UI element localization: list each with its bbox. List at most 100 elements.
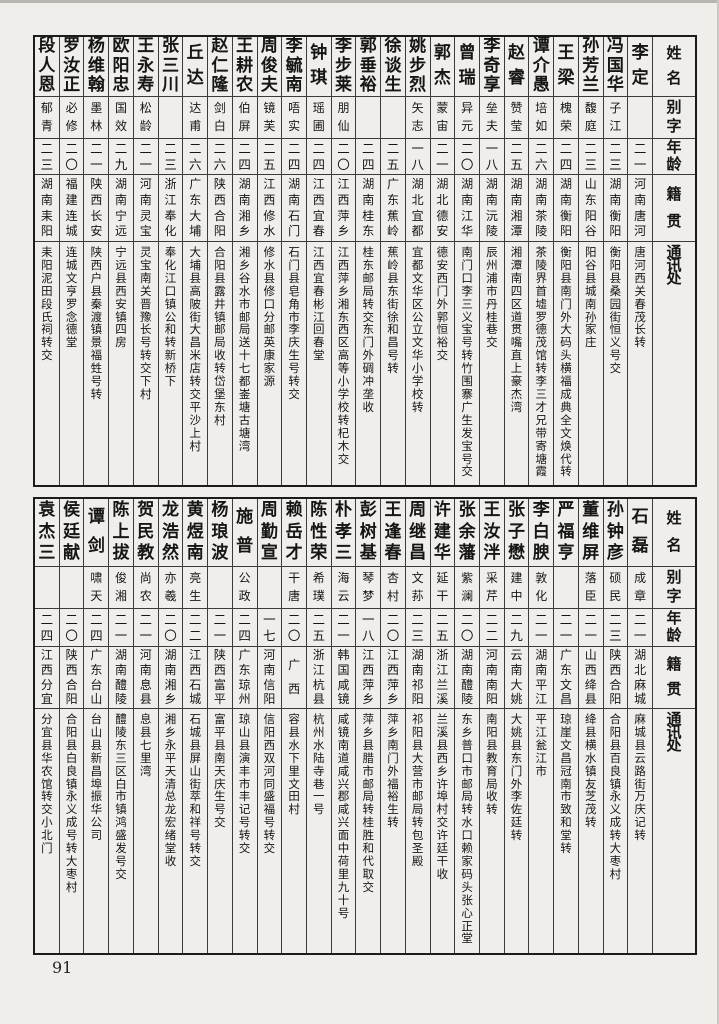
entry-address: 南阳县教育局收转 [486, 712, 498, 817]
entry-column: 黄煜南 亮生 二二 江西石城 石城县屏山街萃和祥号转交 [183, 499, 209, 953]
entry-name: 王耕农 [232, 37, 257, 97]
entry-address: 信阳西双河同盛福号转交 [263, 712, 276, 856]
entry-address: 兰溪县西乡许埠村交许廷干收 [436, 712, 449, 881]
entry-column: 张三川 二三 浙江奉化 奉化江口镇公和转新桥下 [158, 37, 184, 485]
entry-native-place: 江西宜春 [306, 175, 331, 242]
entry-courtesy-name: 建中 [504, 567, 529, 609]
entry-column: 欧阳忠 国效 二九 湖南宁远 宁远县西安镇四房 [109, 37, 134, 485]
entry-native-place: 湖南桂东 [356, 175, 381, 242]
entry-native-place: 湖南湘乡 [232, 175, 257, 242]
entry-native-place: 浙江奉化 [158, 175, 183, 242]
entry-age: 二〇 [59, 609, 84, 647]
entry-courtesy-name: 墨林 [84, 97, 109, 139]
entry-native-place: 广东琼州 [232, 647, 257, 709]
entry-native-place: 河南南阳 [479, 647, 504, 709]
entry-address: 湘乡永平天清总龙宏绪堂收 [164, 712, 177, 868]
entry-name: 徐谈生 [381, 37, 405, 97]
entry-courtesy-name: 镜芙 [257, 97, 282, 139]
entry-courtesy-name: 瑶圃 [306, 97, 331, 139]
entry-name: 段人恩 [35, 37, 59, 97]
entry-age: 二二 [183, 609, 208, 647]
entry-courtesy-name: 亮生 [183, 567, 208, 609]
entry-address: 分宜县华农馆转交小北门 [41, 712, 53, 856]
entry-native-place: 浙江杭县 [306, 647, 331, 709]
entry-age: 二一 [133, 139, 158, 175]
entry-courtesy-name: 达甫 [183, 97, 208, 139]
directory-table-top: 姓名 别字 年龄 籍贯 通讯处 李定 二一 河南唐河 唐河西关春茂长转 冯国华 … [33, 35, 697, 487]
entry-name: 郭垂裕 [356, 37, 381, 97]
entry-age: 二一 [331, 609, 356, 647]
entry-address: 唐河西关春茂长转 [634, 245, 646, 350]
entry-native-place: 陕西长安 [84, 175, 109, 242]
entry-native-place: 湖北宜都 [405, 175, 430, 242]
entry-name: 谭剑 [84, 499, 109, 567]
entry-column: 郭垂裕 二四 湖南桂东 桂东邮局转交东门外碉冲垄收 [356, 37, 382, 485]
entry-address: 麻城县云路街万庆记转 [634, 712, 646, 843]
entry-address: 湘乡谷水市邮局送十七都崟塘古塘湾 [238, 245, 251, 453]
entry-courtesy-name: 国效 [109, 97, 133, 139]
entry-courtesy-name: 异元 [455, 97, 479, 139]
entry-native-place: 江西萍乡 [356, 647, 381, 709]
entry-age: 二九 [504, 609, 529, 647]
entry-address: 绛县横水镇友芝茂转 [584, 712, 597, 830]
entry-column: 赖岳才 干唐 二〇 广西 容县水下里文田村 [282, 499, 307, 953]
entry-age: 一八 [356, 609, 381, 647]
entry-native-place: 湖北麻城 [628, 647, 652, 709]
entry-name: 张三川 [158, 37, 183, 97]
entry-courtesy-name: 敦化 [529, 567, 554, 609]
entry-courtesy-name: 剑白 [208, 97, 232, 139]
entry-native-place: 湖南石门 [282, 175, 306, 242]
entry-column: 石磊 成章 二一 湖北麻城 麻城县云路街万庆记转 [628, 499, 653, 953]
entry-age: 二四 [35, 609, 59, 647]
entry-name: 王梁 [554, 37, 578, 97]
entry-name: 李白腴 [529, 499, 554, 567]
entry-courtesy-name: 矢志 [405, 97, 430, 139]
entry-native-place: 广东大埔 [183, 175, 208, 242]
entry-address: 灵宝南关晋豫长号转交下村 [140, 245, 152, 401]
entry-name: 姚步烈 [405, 37, 430, 97]
entry-name: 石磊 [628, 499, 652, 567]
entry-address: 耒阳泥田段氏祠转交 [41, 245, 53, 363]
entry-courtesy-name: 亦羲 [158, 567, 183, 609]
entry-column: 钟琪 瑶圃 二四 江西宜春 江西宜春彬江回春堂 [306, 37, 332, 485]
entry-native-place: 湖北德安 [430, 175, 455, 242]
entry-native-place: 山东阳谷 [578, 175, 603, 242]
entry-courtesy-name: 朋仙 [331, 97, 356, 139]
entry-age: 二六 [183, 139, 208, 175]
entry-address: 醴陵东三区白市镇鸿盛发号交 [115, 712, 127, 881]
entry-native-place: 湖南衡阳 [603, 175, 628, 242]
entry-column: 贺民教 尚农 二一 河南息县 息县七里湾 [133, 499, 159, 953]
entry-name: 龙浩然 [158, 499, 183, 567]
entry-courtesy-name: 伯屏 [232, 97, 257, 139]
entry-courtesy-name: 唔实 [282, 97, 306, 139]
entry-age: 二一 [628, 609, 652, 647]
entry-native-place: 韩国咸镜 [331, 647, 356, 709]
entry-native-place: 陕西合阳 [59, 647, 84, 709]
entry-name: 冯国华 [603, 37, 628, 97]
entry-native-place: 湖南耒阳 [35, 175, 59, 242]
entry-native-place: 福建连城 [59, 175, 84, 242]
header-address: 通讯处 [666, 710, 682, 754]
entry-name: 朴孝三 [331, 499, 356, 567]
entry-column: 孙芳兰 馥庭 二三 山东阳谷 阳谷县城南孙家庄 [578, 37, 604, 485]
entry-courtesy-name: 子江 [603, 97, 628, 139]
entry-column: 施普 公政 二四 广东琼州 琼山县演丰市丰记号转交 [232, 499, 258, 953]
entry-native-place: 广西 [282, 647, 306, 709]
entry-address: 大姚县东门外李佐廷转 [510, 712, 523, 843]
entry-courtesy-name: 公政 [232, 567, 257, 609]
entry-address: 湘潭南四区道贯嘴直上豪杰湾 [510, 245, 523, 414]
entry-native-place: 江西分宜 [35, 647, 59, 709]
entry-address: 萍乡南门外福裕生转 [387, 712, 399, 830]
entry-age: 二〇 [59, 139, 84, 175]
entry-native-place: 湖南茶陵 [529, 175, 554, 242]
entry-courtesy-name [208, 567, 232, 609]
entry-native-place: 河南信阳 [257, 647, 282, 709]
entry-native-place: 湖南衡阳 [554, 175, 578, 242]
entry-native-place: 江西萍乡 [381, 647, 405, 709]
entry-name: 严福亨 [554, 499, 578, 567]
entry-native-place: 湖南醴陵 [455, 647, 479, 709]
entry-age: 二四 [84, 609, 109, 647]
directory-table-bottom: 姓名 别字 年龄 籍贯 通讯处 石磊 成章 二一 湖北麻城 麻城县云路街万庆记转… [33, 497, 697, 955]
entry-courtesy-name: 杏村 [381, 567, 405, 609]
entry-age: 二三 [35, 139, 59, 175]
